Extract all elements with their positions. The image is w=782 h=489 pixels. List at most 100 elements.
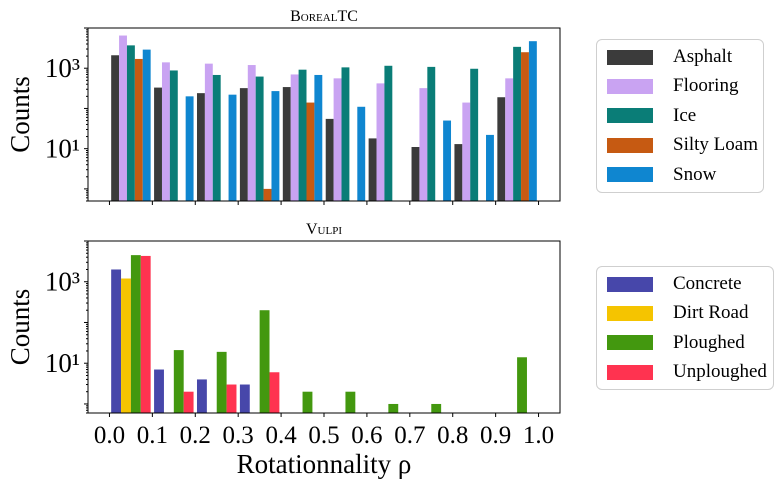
- bar-silty-loam-0: [134, 58, 143, 202]
- xtick-label: 0.6: [351, 422, 382, 449]
- legend-swatch-concrete: [607, 276, 653, 292]
- legend-item-silty-loam: Silty Loam: [607, 133, 758, 157]
- ylabel-borealtc: Counts: [5, 76, 35, 153]
- legend-item-snow: Snow: [607, 163, 716, 187]
- legend-swatch-ice: [607, 108, 653, 124]
- bar-ice-6: [384, 65, 393, 201]
- bar-flooring-9: [505, 78, 514, 201]
- xtick-label: 0.8: [437, 422, 468, 449]
- bar-unploughed-3: [269, 372, 280, 413]
- bar-asphalt-7: [411, 147, 420, 201]
- bar-flooring-3: [247, 65, 256, 201]
- bar-ploughed-6: [388, 403, 399, 413]
- xtick-label: 0.7: [394, 422, 425, 449]
- bar-concrete-2: [196, 379, 207, 413]
- bar-silty-loam-9: [521, 52, 529, 201]
- legend-swatch-silty-loam: [607, 137, 653, 153]
- ytick-label-vulpi: 10³: [45, 267, 80, 297]
- legend-vulpi: Concrete Dirt Road Ploughed Unploughed: [596, 266, 774, 390]
- bar-silty-loam-4: [306, 102, 315, 201]
- legend-item-flooring: Flooring: [607, 74, 738, 98]
- bar-flooring-2: [204, 63, 213, 201]
- bar-unploughed-0: [140, 255, 151, 413]
- legend-swatch-dirt-road: [607, 305, 653, 321]
- bar-concrete-1: [154, 369, 164, 413]
- bar-flooring-1: [161, 62, 170, 201]
- bar-concrete-0: [111, 269, 122, 413]
- bar-asphalt-5: [325, 118, 334, 201]
- bar-snow-4: [314, 74, 323, 201]
- xtick-label: 1.0: [523, 422, 554, 449]
- bar-asphalt-2: [196, 93, 205, 201]
- bar-dirt-road-0: [121, 278, 131, 413]
- xtick-label: 0.5: [308, 422, 339, 449]
- legend-label-flooring: Flooring: [673, 75, 739, 97]
- legend-borealtc: Asphalt Flooring Ice Silty Loam Snow: [596, 39, 764, 193]
- bar-ice-5: [341, 67, 350, 202]
- legend-label-unploughed: Unploughed: [673, 361, 767, 383]
- bar-flooring-8: [462, 102, 471, 201]
- legend-item-dirt-road: Dirt Road: [607, 301, 748, 325]
- xtick-label: 0.2: [180, 422, 211, 449]
- panel-title-vulpi: Vulpi: [306, 221, 342, 238]
- bar-snow-2: [228, 94, 237, 201]
- bar-ice-0: [126, 45, 135, 202]
- bar-ploughed-4: [302, 391, 313, 413]
- bar-ploughed-5: [345, 391, 356, 413]
- bar-unploughed-1: [183, 391, 194, 413]
- xlabel: Rotationnality ρ: [237, 449, 412, 479]
- bar-ice-7: [427, 66, 436, 201]
- bar-snow-5: [357, 106, 366, 201]
- legend-item-ice: Ice: [607, 104, 696, 128]
- xtick-label: 0.3: [223, 422, 254, 449]
- bar-snow-9: [528, 41, 537, 201]
- bar-snow-0: [142, 49, 151, 202]
- bar-silty-loam-3: [263, 188, 272, 201]
- bar-flooring-6: [376, 83, 385, 201]
- legend-label-ice: Ice: [673, 104, 697, 126]
- bar-ploughed-0: [130, 255, 141, 413]
- panel-borealtc: 10³ 10¹ BorealTC Counts: [5, 8, 561, 205]
- legend-swatch-flooring: [607, 78, 653, 94]
- legend-label-silty-loam: Silty Loam: [673, 134, 758, 156]
- bar-asphalt-4: [282, 87, 291, 201]
- bar-asphalt-0: [111, 55, 120, 202]
- xtick-label: 0.4: [265, 422, 297, 449]
- legend-swatch-ploughed: [607, 335, 653, 351]
- legend-label-ploughed: Ploughed: [673, 331, 745, 353]
- bar-asphalt-6: [368, 138, 377, 201]
- bar-asphalt-3: [239, 88, 248, 201]
- ytick-label-vulpi: 10¹: [45, 348, 80, 378]
- bar-unploughed-2: [226, 384, 237, 413]
- bar-ploughed-1: [173, 350, 184, 413]
- ylabel-vulpi: Counts: [5, 289, 35, 366]
- bar-ice-2: [212, 74, 221, 201]
- legend-item-ploughed: Ploughed: [607, 331, 745, 355]
- legend-item-asphalt: Asphalt: [607, 45, 732, 69]
- legend-item-unploughed: Unploughed: [607, 360, 767, 384]
- bar-ploughed-9: [517, 357, 527, 413]
- bar-asphalt-8: [454, 144, 463, 201]
- bar-snow-1: [185, 96, 194, 201]
- bar-asphalt-9: [497, 97, 506, 201]
- legend-label-snow: Snow: [673, 163, 717, 185]
- bar-ploughed-7: [431, 403, 442, 413]
- bar-concrete-3: [239, 384, 250, 413]
- bar-ice-3: [255, 76, 264, 201]
- panel-title-borealtc: BorealTC: [290, 8, 358, 25]
- legend-label-asphalt: Asphalt: [673, 46, 733, 67]
- panel-vulpi: 10³ 10¹ 0.0 0.1 0.2 0.3 0.4 0.5 0.6 0.7 0.8 0.9 1.0 V…: [5, 221, 561, 479]
- bar-ice-1: [169, 70, 178, 202]
- bar-ice-9: [513, 46, 522, 201]
- bar-snow-8: [486, 134, 494, 201]
- ytick-label-borealtc: 10³: [45, 53, 80, 83]
- legend-label-dirt-road: Dirt Road: [673, 302, 749, 324]
- bar-flooring-7: [419, 88, 428, 201]
- xtick-label: 0.9: [480, 422, 511, 449]
- bar-ploughed-2: [216, 351, 227, 413]
- legend-label-concrete: Concrete: [673, 273, 742, 294]
- bar-asphalt-1: [154, 87, 162, 201]
- xtick-label: 0.1: [137, 422, 168, 449]
- bar-snow-7: [443, 120, 452, 201]
